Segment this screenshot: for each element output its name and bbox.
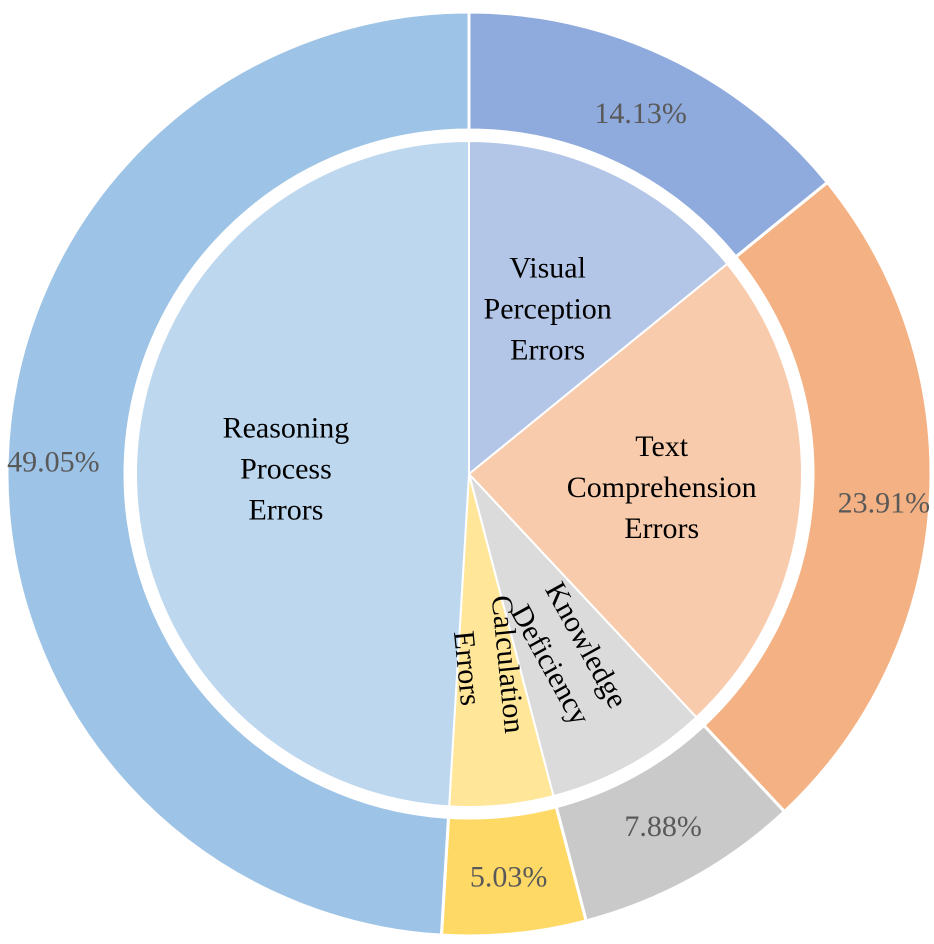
- inner-slice-visual-perception-errors: [468, 139, 729, 477]
- category-label-line: Process: [240, 453, 332, 486]
- percentage-label-calculation-errors: 5.03%: [470, 860, 548, 893]
- percentage-label-reasoning-process-errors: 49.05%: [7, 446, 100, 479]
- category-label-line: Errors: [510, 334, 585, 367]
- category-label-visual-perception-errors: Visual Perception Errors: [484, 252, 612, 367]
- inner-slice-reasoning-process-errors: [135, 139, 470, 808]
- category-label-line: Reasoning: [223, 412, 350, 445]
- category-label-line: Errors: [447, 629, 487, 707]
- category-label-line: Perception: [484, 293, 612, 326]
- category-label-line: Text: [635, 430, 689, 463]
- category-label-line: Visual: [509, 252, 586, 285]
- percentage-labels: 14.13% 23.91% 7.88% 5.03% 49.05%: [7, 97, 930, 893]
- percentage-label-visual-perception-errors: 14.13%: [594, 97, 687, 130]
- percentage-label-text-comprehension-errors: 23.91%: [838, 486, 931, 519]
- percentage-label-knowledge-deficiency: 7.88%: [624, 810, 702, 843]
- outer-ring: [5, 10, 933, 938]
- outer-slice-reasoning-process-errors: [5, 10, 471, 937]
- category-label-reasoning-process-errors: Reasoning Process Errors: [223, 412, 350, 527]
- inner-slice-knowledge-deficiency: [468, 473, 698, 798]
- outer-slice-text-comprehension-errors: [701, 180, 933, 814]
- category-label-line: Errors: [624, 512, 699, 545]
- category-label-line: Errors: [248, 494, 323, 527]
- inner-pie: [135, 139, 803, 808]
- category-label-line: Comprehension: [567, 471, 757, 504]
- inner-slice-text-comprehension-errors: [467, 262, 803, 719]
- category-label-text-comprehension-errors: Text Comprehension Errors: [567, 430, 757, 545]
